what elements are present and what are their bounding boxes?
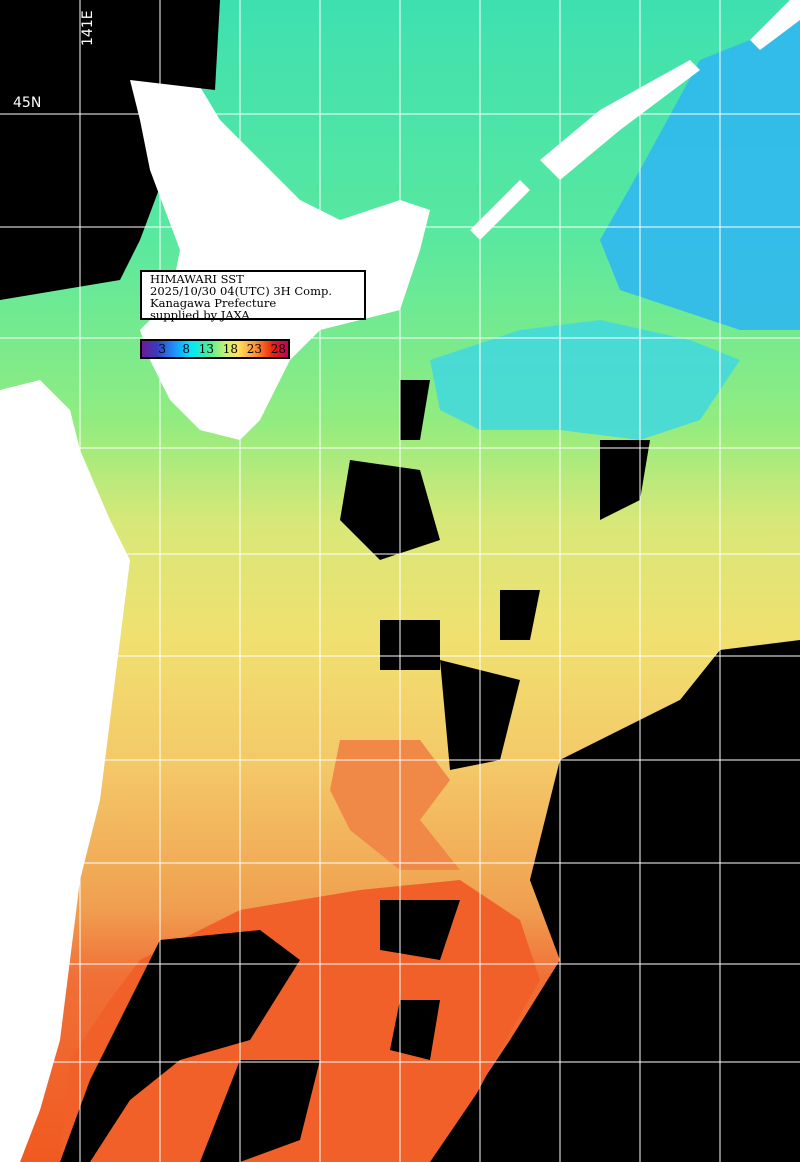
scale-tick: 8: [182, 342, 190, 356]
info-datetime: 2025/10/30 04(UTC) 3H Comp.: [150, 284, 333, 298]
latitude-label: 45N: [13, 95, 42, 111]
info-prefecture: Kanagawa Prefecture: [150, 296, 277, 310]
color-scale-bar: 3 8 13 18 23 28: [140, 339, 290, 359]
cold-water-blue: [600, 20, 800, 330]
scale-tick: 18: [222, 342, 238, 356]
warm-eddy: [330, 740, 460, 870]
scale-tick: 23: [246, 342, 262, 356]
info-supplier: supplied by JAXA: [150, 308, 250, 322]
land-honshu: [0, 380, 130, 1162]
scale-tick: 28: [270, 342, 286, 356]
info-box: HIMAWARI SST 2025/10/30 04(UTC) 3H Comp.…: [140, 270, 366, 322]
land-kurils: [470, 0, 800, 240]
scale-tick: 3: [158, 342, 166, 356]
cold-water-cyan: [430, 320, 740, 440]
info-title: HIMAWARI SST: [150, 272, 244, 286]
longitude-label: 141E: [80, 10, 96, 46]
scale-tick: 13: [198, 342, 214, 356]
